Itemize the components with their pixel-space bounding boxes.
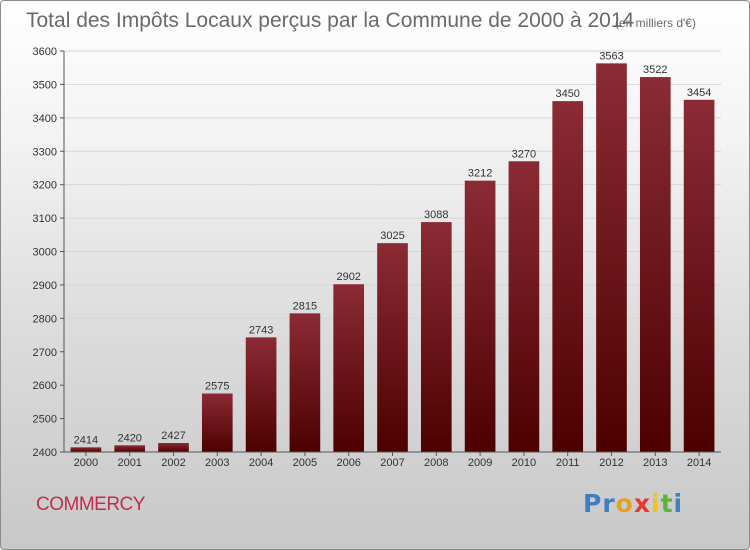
y-tick-label: 3300 xyxy=(33,146,57,158)
x-tick-label-2009: 2009 xyxy=(468,457,492,469)
bar-2005 xyxy=(289,313,321,452)
logo-letter: P xyxy=(583,489,603,518)
x-tick-label-2001: 2001 xyxy=(117,457,141,469)
y-tick-label: 2900 xyxy=(33,280,57,292)
bar-2012 xyxy=(596,63,627,452)
bar-2014 xyxy=(683,99,715,452)
y-tick-label: 2600 xyxy=(33,380,57,392)
value-label-2010: 3270 xyxy=(512,148,536,160)
bar-2004 xyxy=(245,337,277,452)
x-tick-label-2012: 2012 xyxy=(599,457,623,469)
logo-letter: x xyxy=(633,489,651,518)
x-tick-label-2006: 2006 xyxy=(336,457,360,469)
value-label-2002: 2427 xyxy=(161,430,185,442)
logo-letter: i xyxy=(673,489,684,518)
bar-2010 xyxy=(508,161,540,452)
x-tick-label-2005: 2005 xyxy=(293,457,317,469)
value-label-2001: 2420 xyxy=(117,432,141,444)
value-label-2011: 3450 xyxy=(555,88,579,100)
y-tick-label: 2700 xyxy=(33,347,57,359)
value-label-2004: 2743 xyxy=(249,324,273,336)
bar-2008 xyxy=(420,222,452,452)
value-label-2007: 3025 xyxy=(380,230,404,242)
y-tick-label: 3400 xyxy=(33,113,57,125)
x-tick-label-2014: 2014 xyxy=(687,457,711,469)
bar-2002 xyxy=(158,442,189,452)
chart-title: Total des Impôts Locaux perçus par la Co… xyxy=(26,9,635,32)
value-label-2003: 2575 xyxy=(205,381,229,393)
y-tick-label: 3600 xyxy=(33,46,57,58)
value-label-2006: 2902 xyxy=(336,271,360,283)
y-axis: 2400 2500 2600 2700 2800 2900 3000 3100 3200 3300… xyxy=(33,46,65,459)
y-tick-label: 2500 xyxy=(33,414,57,426)
x-tick-label-2013: 2013 xyxy=(643,457,667,469)
value-label-2005: 2815 xyxy=(293,300,317,312)
value-label-2013: 3522 xyxy=(643,64,667,76)
logo-letter: t xyxy=(660,489,674,518)
y-tick-label: 2800 xyxy=(33,313,57,325)
bar-2003 xyxy=(201,393,233,452)
bar-2007 xyxy=(377,243,408,452)
x-tick-label-2008: 2008 xyxy=(424,457,448,469)
x-tick-label-2003: 2003 xyxy=(205,457,229,469)
logo-letter: o xyxy=(615,489,634,518)
x-tick-label-2011: 2011 xyxy=(556,457,580,469)
value-label-2014: 3454 xyxy=(687,87,711,99)
bars: 2414 2420 2427 2575 2743 2815 2902 3025 3088 3212… xyxy=(70,50,715,452)
bar-2013 xyxy=(639,77,671,452)
y-tick-label: 3000 xyxy=(33,247,57,259)
y-tick-label: 3200 xyxy=(33,180,57,192)
x-tick-label-2004: 2004 xyxy=(249,457,273,469)
x-axis: 2000 2001 2002 2003 2004 2005 2006 2007 2008 2009… xyxy=(64,451,721,469)
chart-title-unit: (en milliers d'€) xyxy=(615,16,696,30)
bar-2000 xyxy=(70,447,102,452)
y-tick-label: 3500 xyxy=(33,79,57,91)
value-label-2009: 3212 xyxy=(468,168,492,180)
y-tick-label: 2400 xyxy=(33,447,57,459)
proxiti-logo: Proxiti xyxy=(583,489,683,518)
x-tick-label-2010: 2010 xyxy=(512,457,536,469)
x-tick-label-2000: 2000 xyxy=(74,457,98,469)
bar-2006 xyxy=(333,284,365,452)
value-label-2012: 3563 xyxy=(599,50,623,62)
x-tick-label-2002: 2002 xyxy=(161,457,185,469)
logo-letter: i xyxy=(651,489,661,518)
bar-2001 xyxy=(114,445,146,452)
bar-2009 xyxy=(464,180,496,452)
logo-letter: r xyxy=(602,489,616,518)
value-label-2008: 3088 xyxy=(424,209,448,221)
x-tick-label-2007: 2007 xyxy=(380,457,404,469)
bar-2011 xyxy=(552,101,584,452)
commune-name: COMMERCY xyxy=(36,494,145,515)
value-label-2000: 2414 xyxy=(74,434,98,446)
y-tick-label: 3100 xyxy=(33,213,57,225)
